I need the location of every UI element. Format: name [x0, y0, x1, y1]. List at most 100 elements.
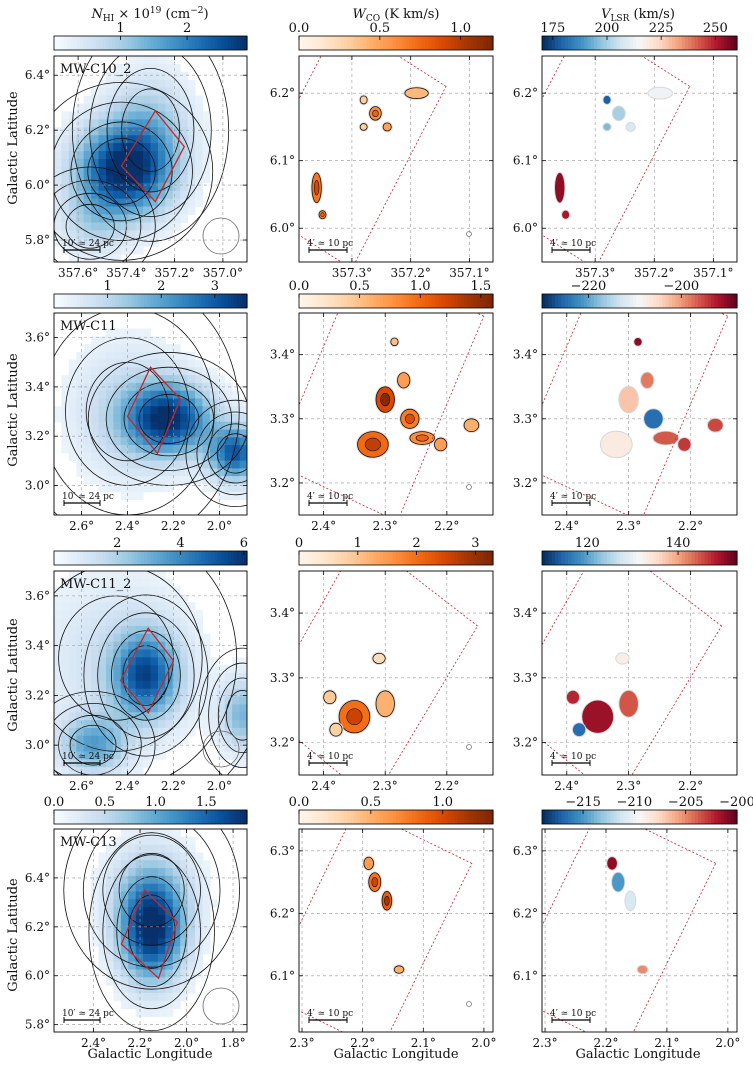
heatmap-cell	[68, 602, 77, 611]
heatmap-cell	[165, 406, 174, 415]
colorbar-segment	[331, 551, 336, 565]
heatmap-cell	[217, 743, 226, 752]
heatmap-cell	[54, 238, 62, 247]
heatmap-cell	[187, 119, 196, 128]
colorbar-segment	[166, 810, 171, 824]
heatmap-cell	[135, 594, 144, 603]
heatmap-cell	[165, 883, 174, 892]
heatmap-cell	[105, 71, 114, 81]
heatmap-cell	[202, 119, 211, 128]
heatmap-cell	[76, 103, 85, 112]
colorbar-segment	[108, 36, 113, 50]
heatmap-cell	[120, 111, 129, 120]
heatmap-cell	[76, 135, 85, 144]
colorbar-segment	[639, 551, 644, 565]
heatmap-cell	[202, 891, 211, 900]
heatmap-cell	[120, 735, 129, 745]
heatmap-cell	[120, 633, 129, 643]
heatmap-cell	[98, 437, 107, 446]
heatmap-cell	[98, 344, 107, 353]
heatmap-cell	[195, 868, 203, 877]
heatmap-cell	[239, 421, 247, 431]
colorbar-segment	[636, 810, 641, 824]
colorbar-frame	[541, 809, 738, 825]
heatmap-cell	[135, 214, 144, 223]
heatmap-cell	[83, 743, 92, 752]
colorbar-segment	[457, 294, 462, 308]
scale-bar: 10′ ≃ 24 pc	[62, 239, 114, 253]
velocity-clumps	[554, 86, 673, 220]
y-tick-label: 3.4°	[513, 348, 538, 362]
heatmap-cell	[113, 406, 122, 415]
heatmap-cell	[105, 222, 114, 231]
heatmap-cell	[91, 938, 100, 947]
heatmap-cell	[76, 673, 85, 682]
y-tick-label: 3.4°	[270, 348, 295, 362]
colorbar-segment	[315, 36, 319, 50]
heatmap-cell	[135, 712, 144, 721]
colorbar-segment	[144, 294, 148, 308]
heatmap-cell	[165, 87, 174, 97]
heatmap-cell	[113, 119, 122, 128]
heatmap-cell	[128, 398, 137, 407]
colorbar-segment	[115, 36, 119, 50]
heatmap-cell	[68, 159, 77, 168]
colorbar-segment	[418, 294, 423, 308]
heatmap-cell	[91, 421, 100, 431]
heatmap-cell	[105, 421, 114, 431]
heatmap-cell	[180, 969, 189, 978]
heatmap-cell	[135, 174, 144, 184]
heatmap-cell	[91, 922, 100, 931]
y-tick-label: 3.2°	[270, 476, 295, 490]
heatmap-cell	[224, 476, 233, 485]
heatmap-cell	[105, 969, 114, 978]
colorbar-segment	[195, 36, 200, 50]
colorbar-segment	[724, 36, 728, 50]
panel-mw-c11-2-wco: 0 1 2 34′ ≃ 10 pc2.4° 2.3° 2.2°3.2°3.3°3.4°	[270, 536, 494, 793]
colorbar-segment	[311, 294, 316, 308]
heatmap-cell	[157, 875, 166, 885]
colorbar-segment	[701, 294, 706, 308]
colorbar-segment	[308, 294, 313, 308]
heatmap-cell	[128, 406, 137, 415]
heatmap-cell	[120, 992, 129, 1002]
heatmap-cell	[180, 119, 189, 128]
heatmap-cell	[157, 452, 166, 462]
colorbar-segment	[548, 810, 553, 824]
colorbar-segment	[428, 810, 433, 824]
heatmap-cell	[128, 759, 137, 768]
heatmap-cell	[128, 571, 137, 580]
colorbar-segment	[607, 294, 611, 308]
colorbar-segment	[160, 36, 164, 50]
heatmap-cell	[68, 198, 77, 208]
heatmap-cell	[113, 875, 122, 885]
colorbar-segment	[577, 810, 582, 824]
heatmap-cell	[202, 712, 211, 721]
heatmap-cell	[91, 414, 100, 423]
heatmap-cell	[91, 743, 100, 752]
colorbar-segment	[558, 36, 563, 50]
heatmap-cell	[98, 938, 107, 947]
colorbar-segment	[353, 810, 358, 824]
heatmap-cell	[157, 907, 166, 916]
heatmap-cell	[157, 633, 166, 643]
colorbar-segment	[681, 810, 686, 824]
heatmap-cell	[120, 127, 129, 136]
heatmap-cell	[98, 214, 107, 223]
x-tick-label: 2.3°	[373, 519, 398, 533]
colorbar-frame	[541, 35, 738, 51]
heatmap-cell	[187, 844, 196, 853]
colorbar-segment	[392, 810, 397, 824]
heatmap-cell	[91, 382, 100, 392]
colorbar-segment	[389, 551, 394, 565]
colorbar-segment	[366, 810, 371, 824]
heatmap-cell	[150, 390, 159, 399]
colorbar-segment	[95, 810, 100, 824]
colorbar-segment	[89, 810, 94, 824]
colorbar-segment	[574, 294, 579, 308]
heatmap-cell	[113, 71, 122, 81]
colorbar-segment	[318, 810, 323, 824]
x-tick-label: 357.1°	[693, 266, 733, 280]
colorbar-segment	[714, 810, 719, 824]
heatmap-cell	[217, 688, 226, 698]
